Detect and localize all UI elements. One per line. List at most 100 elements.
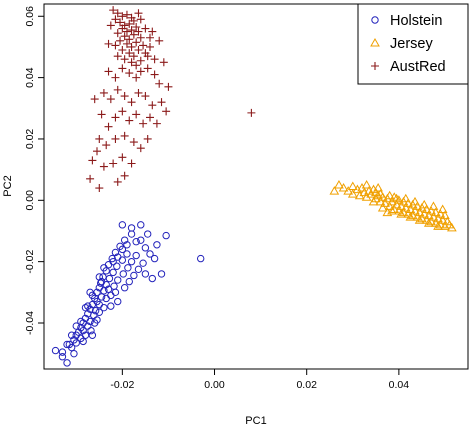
- holstein-point: [114, 276, 122, 284]
- jersey-point: [410, 196, 420, 206]
- holstein-point: [81, 303, 90, 312]
- jersey-point: [433, 221, 443, 230]
- austred-point: [120, 92, 129, 101]
- austred-point: [125, 19, 134, 28]
- y-tick-label: 0.04: [24, 67, 36, 88]
- jersey-point: [329, 186, 340, 195]
- austred-point: [152, 119, 161, 128]
- holstein-point: [150, 254, 159, 263]
- holstein-point: [132, 251, 140, 260]
- austred-point: [132, 38, 141, 47]
- jersey-point: [426, 206, 436, 215]
- x-axis: -0.02 0.00 0.02 0.04: [110, 369, 409, 391]
- holstein-point: [104, 261, 113, 269]
- austred-point: [134, 88, 143, 97]
- austred-point: [143, 52, 152, 61]
- austred-point: [106, 21, 115, 30]
- holstein-point: [111, 248, 120, 257]
- holstein-point: [108, 254, 116, 263]
- holstein-point: [139, 259, 147, 267]
- austred-point: [127, 42, 136, 51]
- legend-marker-austred: [371, 62, 379, 70]
- holstein-point: [93, 297, 101, 306]
- austred-point: [155, 79, 164, 88]
- holstein-point: [125, 277, 133, 286]
- holstein-point: [119, 270, 127, 278]
- legend: Holstein Jersey AustRed: [357, 3, 469, 85]
- holstein-point: [118, 221, 127, 229]
- austred-point: [146, 42, 154, 51]
- holstein-point: [141, 244, 150, 252]
- jersey-point: [400, 202, 411, 212]
- legend-label-austred: AustRed: [390, 59, 446, 75]
- holstein-point: [148, 274, 157, 283]
- holstein-point: [97, 277, 106, 286]
- austred-point: [127, 159, 136, 168]
- holstein-point: [102, 294, 110, 303]
- holstein-point: [137, 236, 145, 244]
- austred-point: [99, 162, 108, 171]
- austred-point: [111, 15, 120, 24]
- austred-point: [118, 153, 127, 162]
- jersey-point: [437, 204, 448, 214]
- jersey-point: [361, 179, 372, 189]
- jersey-point: [426, 216, 436, 226]
- jersey-point: [440, 210, 450, 220]
- jersey-point: [428, 212, 439, 221]
- austred-point: [134, 9, 143, 18]
- holstein-point: [87, 326, 95, 335]
- jersey-point: [389, 204, 400, 214]
- austred-point: [104, 67, 113, 76]
- holstein-point: [100, 303, 108, 312]
- legend-label-holstein: Holstein: [390, 13, 442, 29]
- holstein-point: [90, 319, 99, 327]
- austred-point: [120, 131, 129, 140]
- austred-point: [127, 58, 136, 67]
- austred-point: [247, 108, 256, 117]
- jersey-point: [387, 206, 397, 215]
- holstein-point: [105, 274, 114, 283]
- austred-point: [139, 119, 148, 128]
- plot-frame: [43, 3, 469, 370]
- austred-point: [118, 64, 127, 73]
- holstein-point: [91, 307, 100, 315]
- jersey-point: [391, 199, 402, 209]
- austred-point: [113, 52, 122, 61]
- holstein-point: [86, 288, 94, 297]
- holstein-point: [95, 308, 104, 316]
- austred-point: [118, 107, 127, 116]
- austred-point: [120, 171, 129, 180]
- austred-point: [148, 27, 157, 36]
- jersey-point: [389, 192, 400, 201]
- x-tick-label: 0.04: [389, 379, 410, 391]
- jersey-point: [347, 189, 358, 198]
- y-axis: -0.04 -0.02 0.00 0.02 0.04 0.06: [24, 6, 44, 335]
- austred-point: [113, 29, 122, 38]
- jersey-point: [435, 219, 446, 229]
- series-holstein: [51, 221, 205, 367]
- austred-point: [129, 138, 138, 147]
- holstein-point: [113, 262, 121, 270]
- austred-point: [129, 16, 138, 25]
- holstein-point: [120, 236, 129, 244]
- jersey-point: [407, 210, 418, 220]
- holstein-point: [63, 359, 71, 367]
- holstein-point: [100, 287, 108, 295]
- holstein-point: [196, 254, 205, 263]
- austred-point: [143, 134, 152, 143]
- austred-point: [113, 177, 122, 186]
- y-tick-label: 0.02: [24, 129, 36, 150]
- austred-point: [164, 82, 173, 91]
- jersey-point: [382, 207, 393, 217]
- austred-point: [106, 95, 115, 104]
- austred-point: [113, 9, 122, 18]
- jersey-point: [405, 212, 416, 221]
- austred-point: [88, 156, 97, 165]
- holstein-point: [107, 302, 115, 310]
- austred-point: [143, 64, 152, 73]
- austred-point: [116, 18, 125, 27]
- austred-point: [125, 49, 134, 58]
- y-tick-label: -0.04: [24, 311, 36, 335]
- austred-point: [104, 122, 113, 131]
